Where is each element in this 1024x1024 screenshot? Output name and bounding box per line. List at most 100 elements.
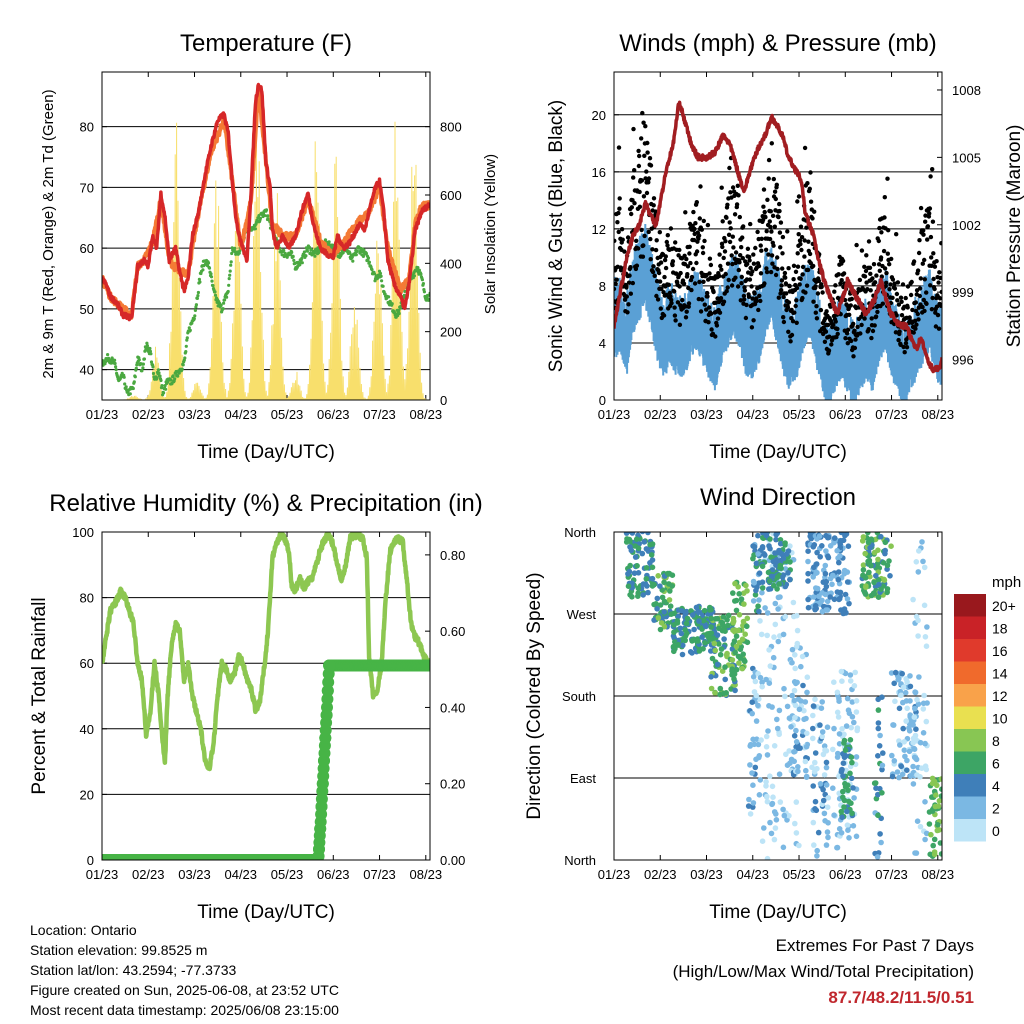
- direction-point: [711, 640, 718, 647]
- direction-point: [794, 627, 801, 634]
- dewpoint-point: [305, 249, 309, 253]
- direction-point: [622, 514, 628, 520]
- direction-point: [750, 800, 757, 806]
- direction-point: [866, 569, 872, 576]
- direction-point: [841, 797, 848, 804]
- gust-point: [788, 339, 793, 344]
- gust-point: [722, 249, 728, 254]
- direction-point: [724, 617, 730, 623]
- direction-point: [762, 605, 768, 611]
- direction-point: [838, 668, 845, 675]
- direction-point: [888, 670, 895, 676]
- gust-point: [669, 300, 674, 306]
- legend-label: 10: [992, 711, 1008, 727]
- direction-point: [625, 583, 632, 589]
- dewpoint-point: [114, 365, 118, 369]
- direction-point: [733, 597, 740, 604]
- direction-point: [627, 592, 633, 598]
- direction-point: [785, 570, 791, 576]
- direction-point: [643, 576, 650, 582]
- dewpoint-point: [233, 246, 237, 250]
- direction-point: [822, 591, 829, 598]
- gust-point: [672, 313, 678, 318]
- direction-point: [845, 827, 851, 833]
- dewpoint-point: [201, 268, 205, 272]
- gust-point: [875, 309, 880, 315]
- gust-point: [684, 309, 689, 314]
- dewpoint-point: [156, 368, 161, 372]
- dewpoint-point: [184, 344, 188, 348]
- humidity-ylabel: Percent & Total Rainfall: [29, 597, 50, 794]
- direction-point: [863, 584, 869, 590]
- gust-point: [747, 277, 753, 282]
- direction-point: [616, 504, 622, 510]
- dewpoint-point: [419, 272, 423, 276]
- direction-point: [631, 522, 637, 528]
- direction-point: [817, 554, 823, 560]
- y-right-tick-label: 0.40: [440, 700, 465, 715]
- gust-point: [778, 245, 783, 250]
- direction-point: [875, 812, 881, 819]
- dewpoint-point: [158, 374, 162, 378]
- gust-point: [758, 243, 763, 248]
- direction-point: [840, 773, 846, 779]
- legend-label: 4: [992, 778, 1000, 794]
- gust-point: [654, 293, 659, 299]
- gust-point: [937, 270, 942, 275]
- x-tick-label: 02/23: [132, 867, 165, 882]
- gust-point: [872, 280, 878, 285]
- gust-point: [882, 215, 887, 220]
- direction-point: [853, 833, 860, 840]
- direction-point: [696, 618, 702, 624]
- direction-point: [907, 673, 913, 679]
- direction-point: [917, 739, 924, 746]
- direction-point: [691, 626, 697, 633]
- gust-point: [853, 337, 858, 342]
- gust-point: [930, 167, 935, 172]
- gust-point: [859, 314, 864, 319]
- direction-point: [613, 484, 619, 490]
- gust-point: [634, 238, 639, 243]
- direction-point: [623, 484, 629, 490]
- gust-point: [677, 284, 682, 289]
- direction-point: [730, 590, 736, 596]
- dewpoint-point: [227, 277, 231, 281]
- direction-point: [803, 715, 809, 722]
- direction-point: [809, 764, 815, 771]
- winds-title: Winds (mph) & Pressure (mb): [619, 30, 936, 57]
- direction-point: [772, 550, 778, 556]
- gust-point: [727, 239, 733, 245]
- direction-point: [677, 625, 684, 632]
- dewpoint-point: [367, 260, 371, 264]
- gust-point: [701, 279, 706, 284]
- direction-point: [614, 486, 620, 492]
- direction-point: [894, 769, 901, 775]
- dewpoint-point: [219, 303, 223, 307]
- dewpoint-point: [180, 367, 184, 371]
- direction-point: [847, 678, 854, 684]
- direction-point: [787, 543, 793, 549]
- dewpoint-point: [422, 290, 426, 294]
- gust-point: [857, 277, 863, 283]
- gust-point: [762, 209, 767, 215]
- direction-point: [860, 534, 867, 540]
- gust-point: [632, 201, 637, 206]
- gust-point: [877, 268, 882, 273]
- gust-point: [661, 313, 667, 318]
- direction-point: [747, 811, 754, 817]
- extremes-values: 87.7/48.2/11.5/0.51: [828, 988, 974, 1007]
- dewpoint-point: [198, 280, 202, 284]
- gust-point: [876, 262, 882, 267]
- dewpoint-point: [222, 301, 226, 305]
- gust-point: [845, 327, 851, 332]
- direction-point: [910, 735, 917, 742]
- direction-point: [879, 790, 885, 796]
- direction-point: [782, 693, 788, 700]
- dewpoint-point: [210, 279, 214, 283]
- gust-point: [802, 145, 808, 151]
- gust-point: [757, 293, 762, 298]
- direction-point: [623, 481, 629, 487]
- gust-point: [794, 320, 799, 325]
- gust-point: [913, 326, 918, 331]
